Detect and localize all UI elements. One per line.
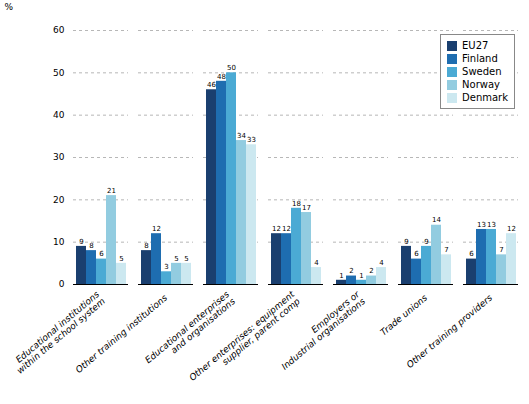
svg-text:9: 9 [404,238,408,246]
svg-text:60: 60 [53,25,65,35]
svg-text:50: 50 [53,68,65,78]
svg-text:1: 1 [339,272,343,280]
svg-text:13: 13 [477,221,486,229]
svg-text:6: 6 [414,250,419,258]
svg-text:18: 18 [292,200,301,208]
svg-text:2: 2 [369,267,373,275]
svg-text:10: 10 [53,237,65,247]
svg-text:17: 17 [302,204,311,212]
svg-text:12: 12 [507,225,516,233]
svg-text:4: 4 [379,259,384,267]
svg-text:5: 5 [184,255,188,263]
svg-text:14: 14 [432,216,441,224]
svg-text:12: 12 [272,225,281,233]
svg-text:Other enterprises: equipmentsu: Other enterprises: equipmentsupplier, pa… [187,289,302,390]
svg-text:9: 9 [79,238,83,246]
svg-text:5: 5 [174,255,178,263]
svg-text:13: 13 [487,221,496,229]
svg-text:7: 7 [444,246,448,254]
svg-text:7: 7 [499,246,503,254]
svg-text:33: 33 [247,136,256,144]
svg-text:20: 20 [53,195,65,205]
svg-text:34: 34 [237,132,246,140]
svg-text:Other training providers: Other training providers [405,292,495,370]
svg-text:12: 12 [152,225,161,233]
svg-text:8: 8 [144,242,148,250]
svg-text:6: 6 [469,250,474,258]
svg-text:46: 46 [207,81,216,89]
svg-text:9: 9 [424,238,428,246]
svg-text:Other training institutions: Other training institutions [74,292,170,375]
svg-text:4: 4 [314,259,319,267]
svg-text:30: 30 [53,152,65,162]
svg-text:%: % [5,2,14,12]
svg-text:40: 40 [53,110,65,120]
svg-text:5: 5 [119,255,123,263]
svg-text:2: 2 [349,267,353,275]
svg-text:21: 21 [107,187,116,195]
svg-text:Trade unions: Trade unions [378,292,429,337]
svg-text:Employers orIndustrial organis: Employers orIndustrial organisations [274,288,368,371]
svg-text:6: 6 [99,250,104,258]
svg-text:8: 8 [89,242,93,250]
svg-text:12: 12 [282,225,291,233]
svg-text:50: 50 [227,64,236,72]
svg-text:0: 0 [59,279,65,289]
svg-text:3: 3 [164,263,168,271]
svg-text:1: 1 [359,272,363,280]
svg-text:48: 48 [217,73,226,81]
